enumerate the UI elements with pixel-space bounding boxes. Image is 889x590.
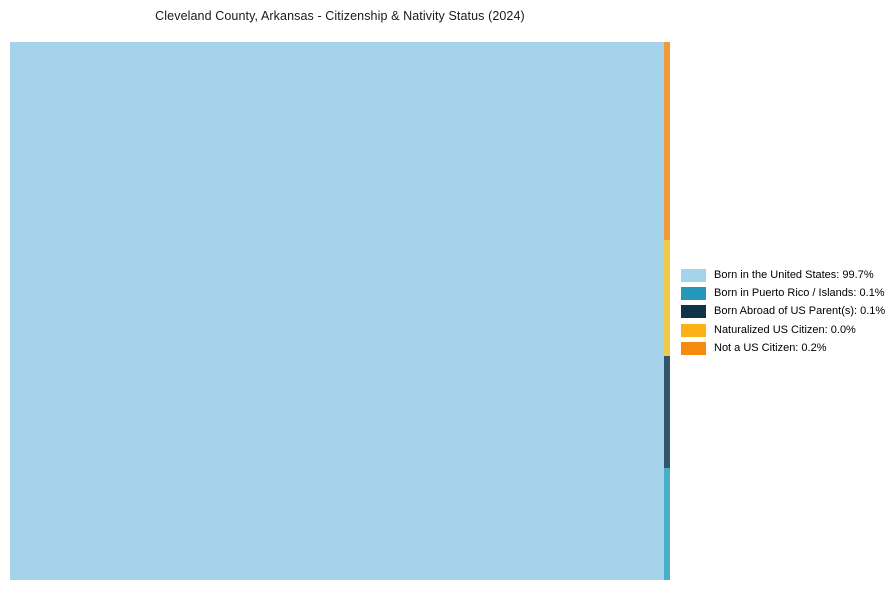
- legend: Born in the United States: 99.7% Born in…: [681, 266, 885, 358]
- legend-label: Born Abroad of US Parent(s): 0.1%: [714, 305, 886, 318]
- legend-swatch-naturalized-us-citizen: [681, 323, 706, 337]
- chart-title: Cleveland County, Arkansas - Citizenship…: [155, 9, 525, 23]
- legend-swatch-born-abroad-of-us-parents: [681, 305, 706, 319]
- legend-item-born-in-puerto-rico-islands: Born in Puerto Rico / Islands: 0.1%: [681, 284, 885, 302]
- treemap-tile-born-abroad-of-us-parents: [664, 356, 670, 468]
- legend-item-born-in-united-states: Born in the United States: 99.7%: [681, 266, 885, 284]
- legend-swatch-born-in-united-states: [681, 268, 706, 282]
- legend-swatch-born-in-puerto-rico-islands: [681, 287, 706, 301]
- legend-label: Born in Puerto Rico / Islands: 0.1%: [714, 287, 885, 300]
- legend-label: Naturalized US Citizen: 0.0%: [714, 323, 856, 336]
- legend-item-naturalized-us-citizen: Naturalized US Citizen: 0.0%: [681, 321, 885, 339]
- treemap-tile-born-in-puerto-rico-islands: [664, 468, 670, 580]
- treemap-tile-naturalized-us-citizen: [664, 240, 670, 356]
- legend-label: Born in the United States: 99.7%: [714, 268, 874, 281]
- treemap: [10, 42, 670, 580]
- treemap-tile-not-a-us-citizen: [664, 42, 670, 240]
- treemap-tile-born-in-united-states: [10, 42, 664, 580]
- legend-swatch-not-a-us-citizen: [681, 342, 706, 356]
- legend-item-not-a-us-citizen: Not a US Citizen: 0.2%: [681, 340, 885, 358]
- legend-label: Not a US Citizen: 0.2%: [714, 342, 827, 355]
- legend-item-born-abroad-of-us-parents: Born Abroad of US Parent(s): 0.1%: [681, 303, 885, 321]
- treemap-strip-column: [664, 42, 670, 580]
